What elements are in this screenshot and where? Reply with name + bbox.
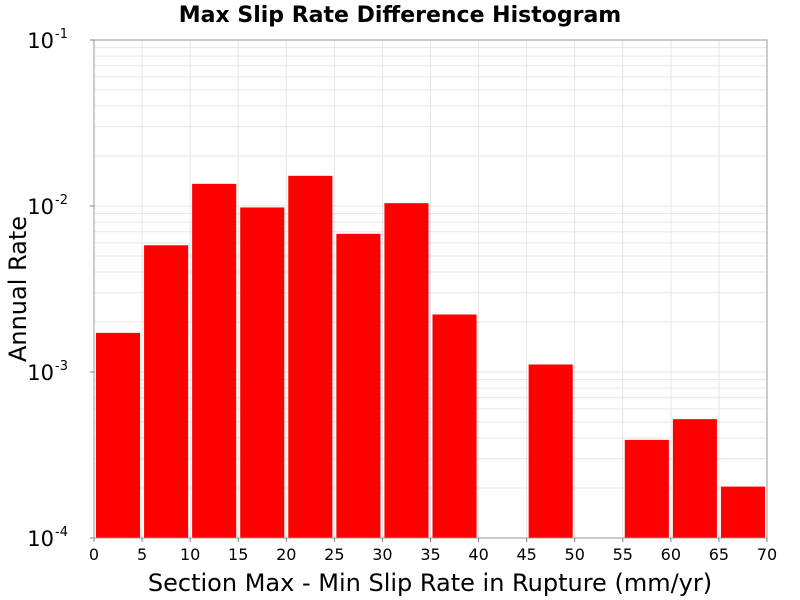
x-tick-label: 50 xyxy=(565,545,585,564)
x-tick-label: 25 xyxy=(324,545,344,564)
chart-bars xyxy=(96,175,765,539)
histogram-bar xyxy=(432,314,477,538)
y-tick-label: 10 xyxy=(27,29,54,53)
x-tick-label: 55 xyxy=(613,545,633,564)
x-tick-label: 30 xyxy=(372,545,392,564)
histogram-bar xyxy=(624,439,669,538)
histogram-bar xyxy=(384,203,429,538)
x-tick-label: 15 xyxy=(228,545,248,564)
histogram-bar xyxy=(672,419,717,538)
histogram-bar xyxy=(336,233,381,538)
histogram-bar xyxy=(240,207,285,538)
x-tick-label: 0 xyxy=(89,545,99,564)
y-tick-exponent: -3 xyxy=(55,359,68,374)
y-tick-exponent: -1 xyxy=(55,27,68,42)
histogram-bar xyxy=(192,183,237,539)
x-tick-label: 40 xyxy=(468,545,488,564)
histogram-bar xyxy=(288,175,333,538)
chart-title: Max Slip Rate Difference Histogram xyxy=(179,3,621,28)
y-tick-exponent: -4 xyxy=(55,525,68,540)
y-tick-label: 10 xyxy=(27,361,54,385)
histogram-bar xyxy=(720,486,765,538)
y-tick-exponent: -2 xyxy=(55,193,68,208)
x-axis-label: Section Max - Min Slip Rate in Rupture (… xyxy=(148,569,712,597)
x-tick-label: 70 xyxy=(757,545,777,564)
y-axis-label: Annual Rate xyxy=(4,216,32,362)
y-tick-label: 10 xyxy=(27,527,54,551)
y-tick-label: 10 xyxy=(27,195,54,219)
x-tick-label: 5 xyxy=(137,545,147,564)
x-tick-label: 45 xyxy=(516,545,536,564)
histogram-bar xyxy=(144,245,189,539)
x-tick-label: 20 xyxy=(276,545,296,564)
histogram-bar xyxy=(96,332,141,538)
x-tick-label: 65 xyxy=(709,545,729,564)
x-tick-label: 60 xyxy=(661,545,681,564)
y-axis-ticks: 10-110-210-310-4 xyxy=(27,27,94,551)
x-axis-ticks: 0 5 10 15 20 25 30 35 40 45 50 55 60 65 70 xyxy=(89,538,777,564)
x-tick-label: 10 xyxy=(180,545,200,564)
histogram-bar xyxy=(528,364,573,538)
x-tick-label: 35 xyxy=(420,545,440,564)
